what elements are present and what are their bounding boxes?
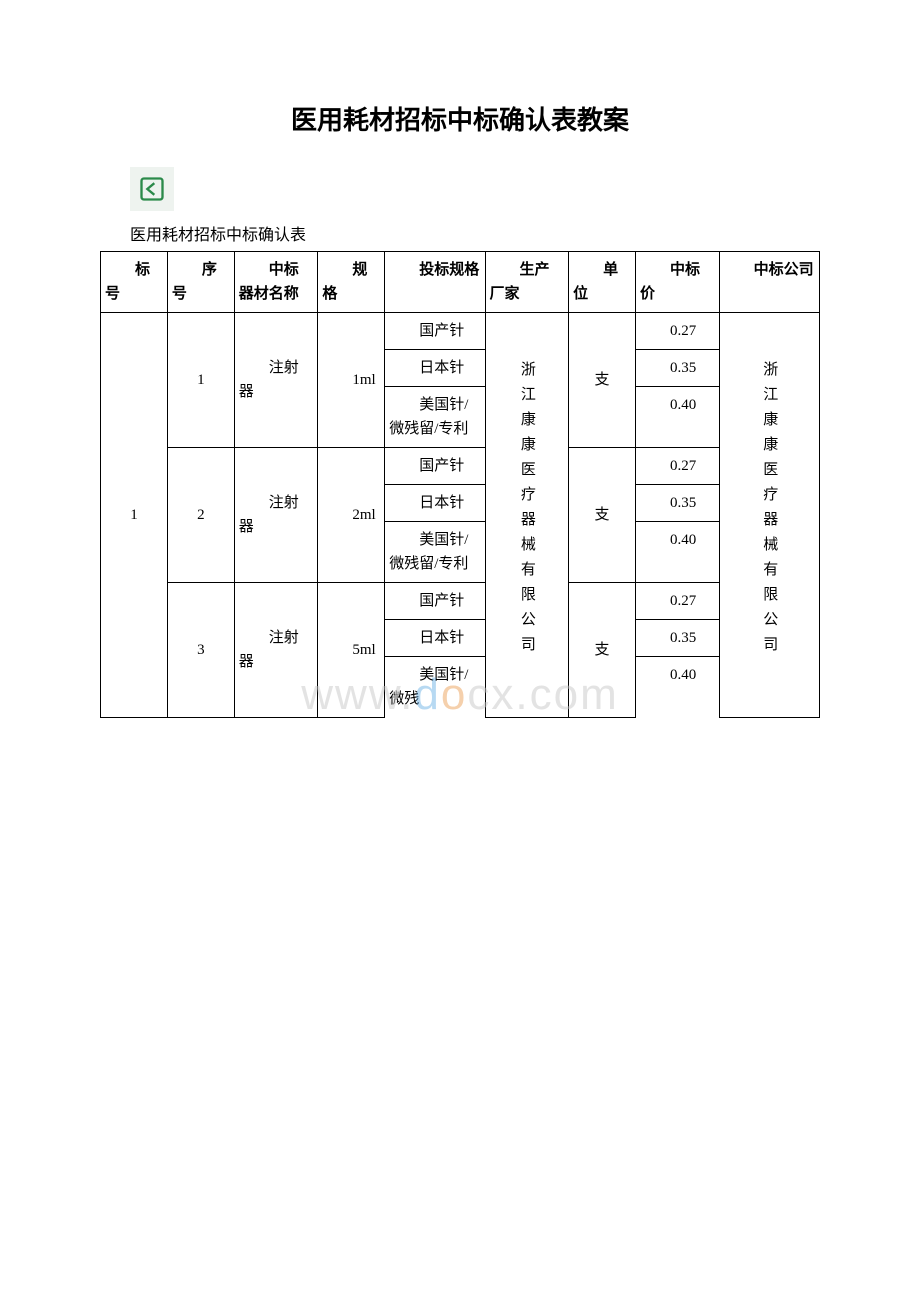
col-company: 中标公司 — [719, 252, 819, 313]
cell-price: 0.35 — [636, 350, 720, 387]
cell-price: 0.27 — [636, 313, 720, 350]
cell-unit: 支 — [569, 448, 636, 583]
cell-bidspec: 国产针 — [385, 313, 485, 350]
col-price: 中标价 — [636, 252, 720, 313]
col-name: 中标器材名称 — [234, 252, 318, 313]
cell-name: 注射器 — [234, 448, 318, 583]
col-seq: 序号 — [167, 252, 234, 313]
cell-bidspec: 日本针 — [385, 620, 485, 657]
cell-unit: 支 — [569, 313, 636, 448]
col-mfr: 生产厂家 — [485, 252, 569, 313]
col-bidspec: 投标规格 — [385, 252, 485, 313]
cell-price: 0.27 — [636, 448, 720, 485]
cell-company: 浙江康康医疗器械有限公司 — [719, 313, 819, 718]
cell-spec: 2ml — [318, 448, 385, 583]
subtitle: 医用耗材招标中标确认表 — [130, 221, 820, 245]
cell-seq: 2 — [167, 448, 234, 583]
table-row: 2 注射器 2ml 国产针 支 0.27 — [101, 448, 820, 485]
cell-name: 注射器 — [234, 583, 318, 718]
cell-bidspec: 国产针 — [385, 583, 485, 620]
cell-unit: 支 — [569, 583, 636, 718]
cell-price: 0.40 — [636, 522, 720, 583]
cell-bidspec: 日本针 — [385, 350, 485, 387]
cell-bidspec: 美国针/微残留/专利 — [385, 387, 485, 448]
cell-mfr: 浙江康康医疗器械有限公司 — [485, 313, 569, 718]
cell-price: 0.40 — [636, 657, 720, 718]
table-header-row: 标号 序号 中标器材名称 规格 投标规格 生产厂家 单位 中标价 中标公司 — [101, 252, 820, 313]
col-unit: 单位 — [569, 252, 636, 313]
cell-price: 0.40 — [636, 387, 720, 448]
col-lot: 标号 — [101, 252, 168, 313]
col-spec: 规格 — [318, 252, 385, 313]
cell-seq: 3 — [167, 583, 234, 718]
cell-price: 0.35 — [636, 620, 720, 657]
table-row: 3 注射器 5ml 国产针 支 0.27 — [101, 583, 820, 620]
cell-price: 0.27 — [636, 583, 720, 620]
cell-spec: 1ml — [318, 313, 385, 448]
table-row: 1 1 注射器 1ml 国产针 浙江康康医疗器械有限公司 支 0.27 浙江康康… — [101, 313, 820, 350]
cell-name: 注射器 — [234, 313, 318, 448]
back-icon — [130, 167, 174, 211]
cell-bidspec: 日本针 — [385, 485, 485, 522]
cell-lot: 1 — [101, 313, 168, 718]
cell-bidspec: 国产针 — [385, 448, 485, 485]
cell-bidspec: 美国针/微残 — [385, 657, 485, 718]
page-title: 医用耗材招标中标确认表教案 — [100, 100, 820, 137]
cell-spec: 5ml — [318, 583, 385, 718]
cell-seq: 1 — [167, 313, 234, 448]
cell-bidspec: 美国针/微残留/专利 — [385, 522, 485, 583]
cell-price: 0.35 — [636, 485, 720, 522]
bid-table: 标号 序号 中标器材名称 规格 投标规格 生产厂家 单位 中标价 中标公司 1 … — [100, 251, 820, 718]
